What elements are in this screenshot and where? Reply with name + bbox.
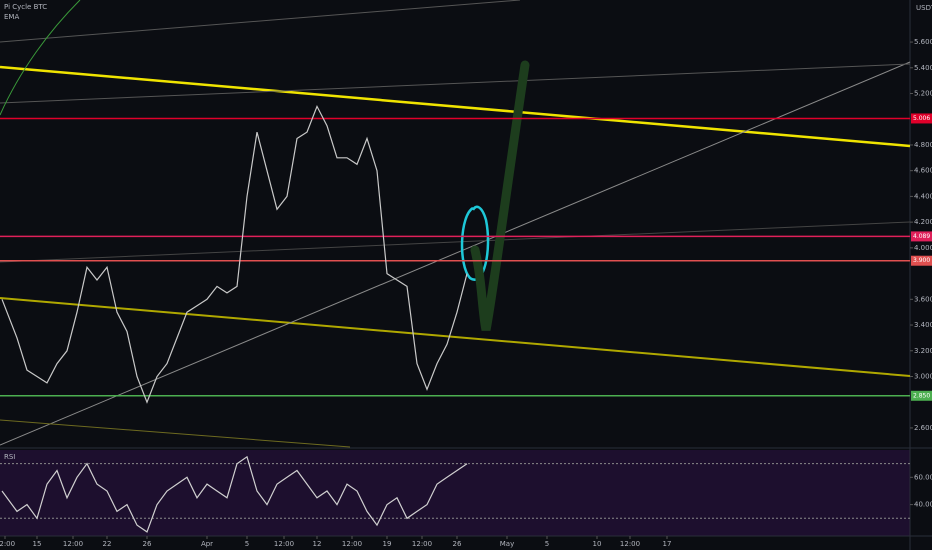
price-tag bbox=[911, 113, 932, 124]
y-tick-label: 5.600 bbox=[914, 38, 932, 46]
x-tick-label: Apr bbox=[201, 540, 213, 548]
trendline bbox=[0, 0, 521, 43]
price-tag-label: 5.006 bbox=[913, 115, 930, 122]
trendline bbox=[0, 221, 911, 263]
rsi-title: RSI bbox=[4, 453, 15, 461]
y-tick-label: 4.600 bbox=[914, 167, 932, 175]
x-tick-label: 12:00 bbox=[342, 540, 362, 548]
y-tick-label: 3.600 bbox=[914, 295, 932, 303]
price-line-series bbox=[1, 455, 468, 533]
x-tick-label: 12 bbox=[313, 540, 322, 548]
y-tick-label: 4.000 bbox=[914, 244, 932, 252]
x-tick-label: 22 bbox=[103, 540, 112, 548]
y-tick-label: 3.400 bbox=[914, 321, 932, 329]
y-tick-label: 4.400 bbox=[914, 192, 932, 200]
check-annotation bbox=[470, 60, 530, 331]
circle-annotation bbox=[460, 205, 490, 281]
x-tick-label: 12:00 bbox=[620, 540, 640, 548]
x-tick-label: May bbox=[500, 540, 514, 548]
x-tick-label: 12:00 bbox=[63, 540, 83, 548]
y-tick-label: 5.200 bbox=[914, 90, 932, 98]
x-tick-label: 12:00 bbox=[274, 540, 294, 548]
price-tag-label: 2.850 bbox=[913, 392, 930, 399]
y-tick-label: 3.000 bbox=[914, 372, 932, 380]
indicator-title: Pi Cycle BTC bbox=[4, 3, 47, 11]
x-tick-label: 12:00 bbox=[412, 540, 432, 548]
x-tick-label: 5 bbox=[245, 540, 249, 548]
x-tick-label: 26 bbox=[453, 540, 462, 548]
trendline bbox=[0, 297, 911, 377]
x-tick-label: 10 bbox=[593, 540, 602, 548]
x-tick-label: 17 bbox=[663, 540, 672, 548]
price-tag bbox=[911, 255, 932, 266]
y-tick-label: 40.00 bbox=[914, 501, 932, 509]
trendline bbox=[0, 419, 351, 448]
price-line-series bbox=[1, 104, 468, 404]
y-tick-label: 5.400 bbox=[914, 64, 932, 72]
y-tick-label: 4.800 bbox=[914, 141, 932, 149]
y-tick-label: 2.600 bbox=[914, 424, 932, 432]
price-tag-label: 4.089 bbox=[913, 233, 930, 240]
trendline bbox=[0, 63, 911, 104]
x-tick-label: 26 bbox=[143, 540, 152, 548]
trendline bbox=[0, 61, 911, 446]
x-tick-label: 5 bbox=[545, 540, 549, 548]
price-tag bbox=[911, 231, 932, 242]
y-axis-label: USDT bbox=[916, 4, 932, 12]
y-tick-label: 3.200 bbox=[914, 347, 932, 355]
rsi-pane bbox=[0, 450, 910, 536]
x-tick-label: 12:00 bbox=[0, 540, 15, 548]
x-tick-label: 15 bbox=[33, 540, 42, 548]
price-tag-label: 3.900 bbox=[913, 257, 930, 264]
trendline bbox=[0, 65, 911, 148]
y-tick-label: 4.200 bbox=[914, 218, 932, 226]
ema-curve bbox=[0, 0, 81, 116]
y-tick-label: 60.00 bbox=[914, 473, 932, 481]
indicator-subtitle: EMA bbox=[4, 13, 19, 21]
price-tag bbox=[911, 390, 932, 401]
x-tick-label: 19 bbox=[383, 540, 392, 548]
